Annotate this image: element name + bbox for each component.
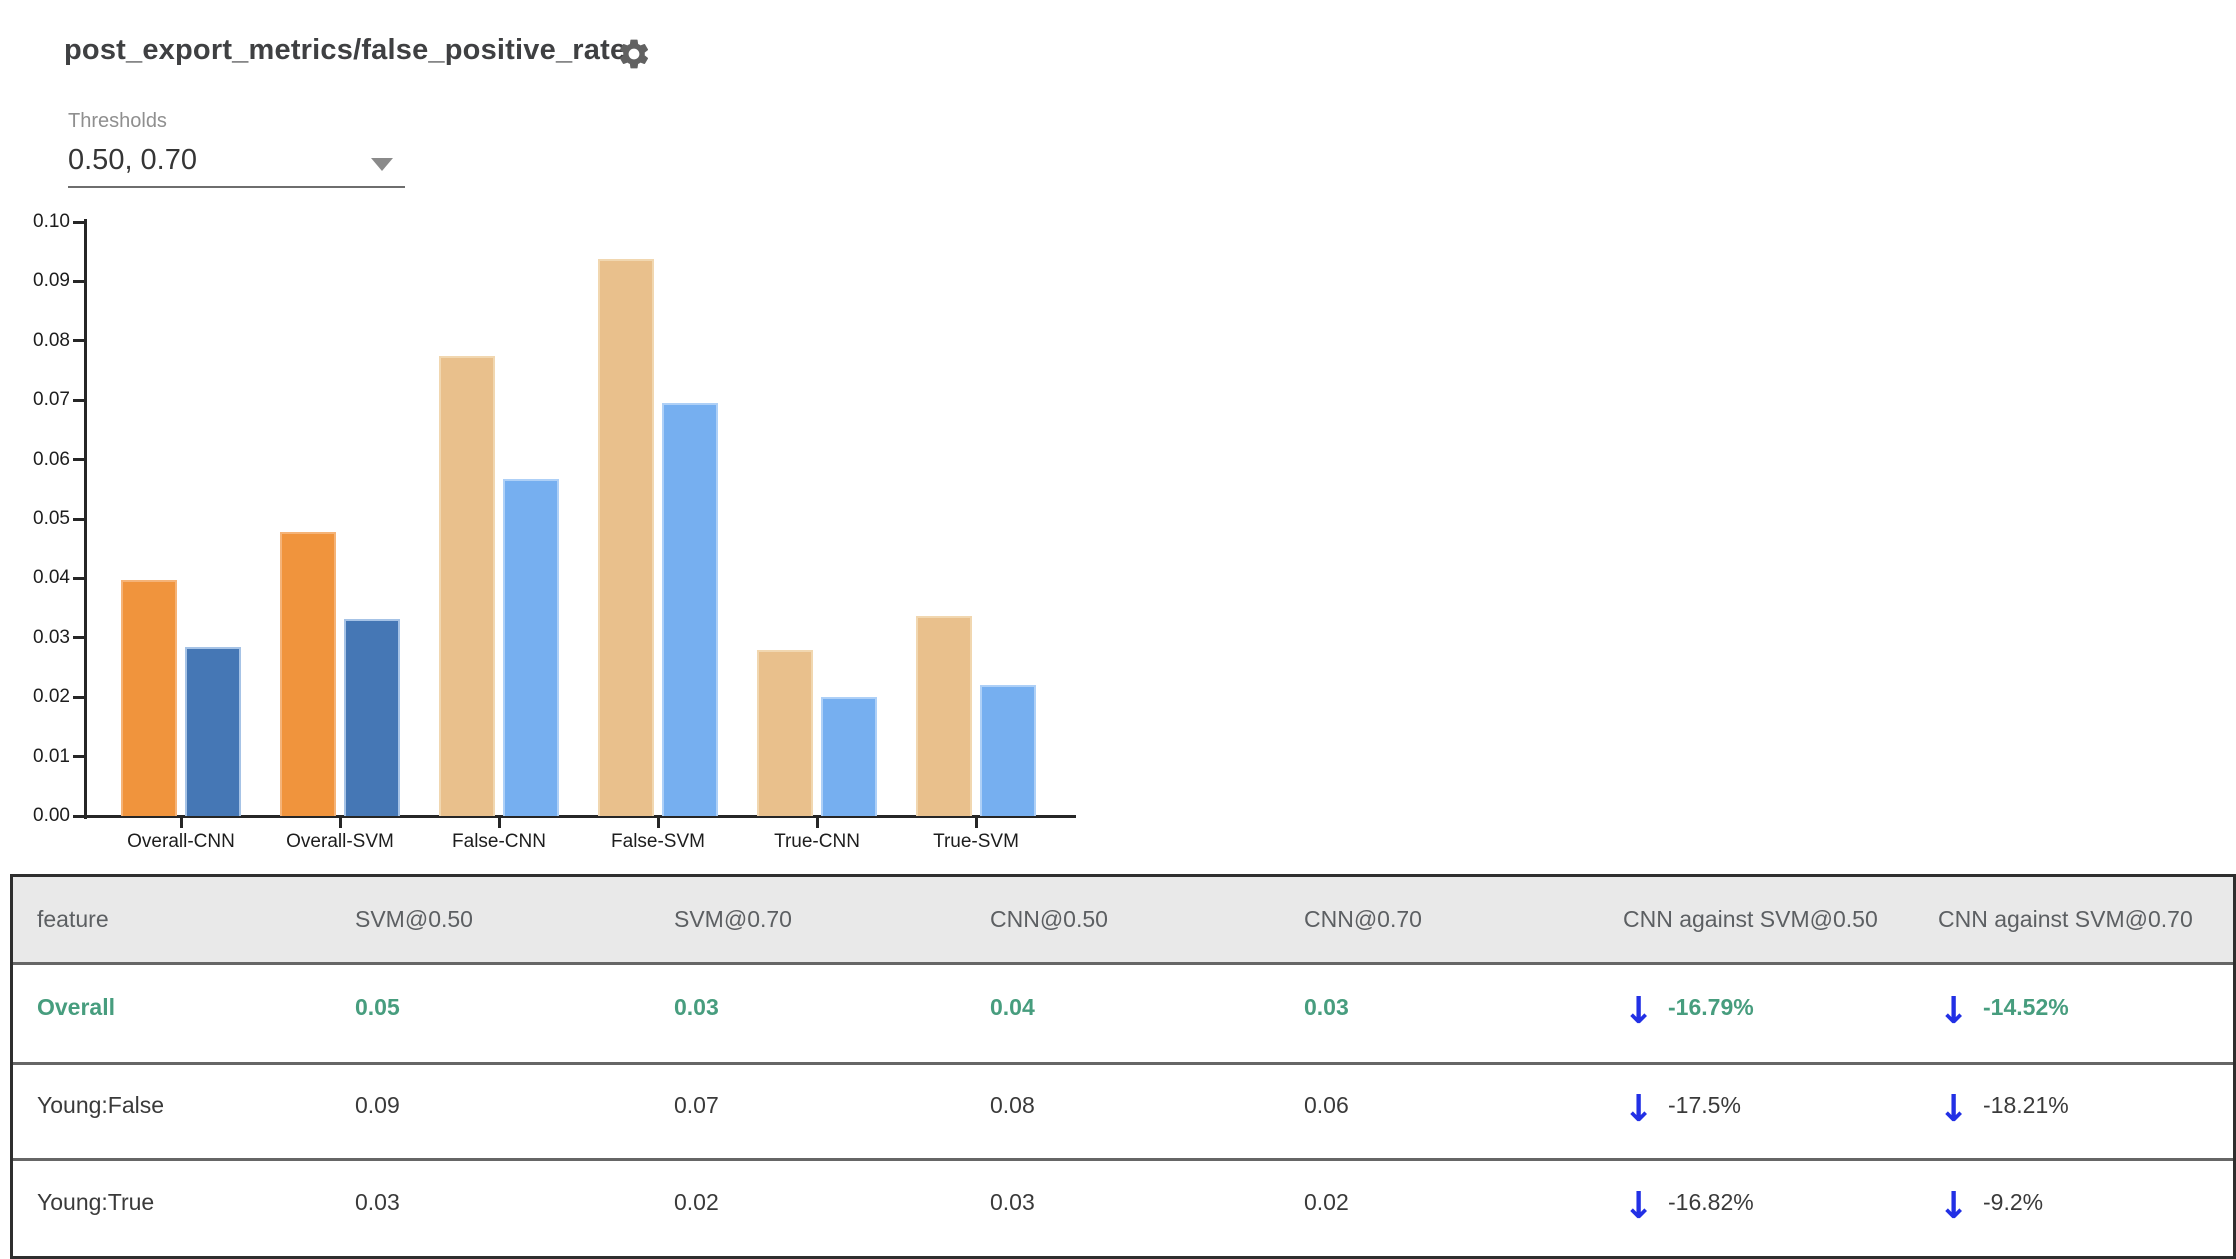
- y-tick-label: 0.03: [33, 626, 70, 648]
- bar-Overall-CNN-threshold@0.50: [121, 579, 177, 816]
- y-tick: [73, 458, 86, 462]
- y-tick: [73, 814, 86, 818]
- delta-value: -18.21%: [1983, 1092, 2069, 1118]
- metrics-table: feature SVM@0.50 SVM@0.70 CNN@0.50 CNN@0…: [10, 874, 2236, 1259]
- dropdown-caret-icon[interactable]: [371, 158, 393, 171]
- y-tick-label: 0.04: [33, 567, 70, 589]
- y-tick-label: 0.07: [33, 389, 70, 411]
- y-tick: [73, 279, 86, 283]
- x-tick-label: Overall-CNN: [127, 831, 235, 852]
- value-cell: 0.07: [674, 1092, 719, 1118]
- y-tick-label: 0.05: [33, 508, 70, 529]
- y-tick: [73, 636, 86, 640]
- page-title: post_export_metrics/false_positive_rate: [64, 34, 627, 66]
- delta-value: -16.82%: [1668, 1189, 1754, 1215]
- delta-cell: ↓ -17.5%: [1611, 1087, 1926, 1136]
- y-tick-label: 0.02: [33, 686, 70, 708]
- value-cell: 0.03: [990, 1189, 1035, 1215]
- column-header-svm-070: SVM@0.70: [674, 906, 792, 932]
- delta-value: -9.2%: [1983, 1189, 2044, 1215]
- trend-down-icon: ↓: [1623, 989, 1655, 1032]
- y-tick: [73, 517, 86, 521]
- x-tick: [656, 816, 660, 828]
- value-cell: 0.08: [990, 1092, 1035, 1118]
- value-cell: 0.02: [1304, 1189, 1349, 1215]
- column-header-cnn-vs-svm-050: CNN against SVM@0.50: [1623, 906, 1878, 932]
- bar-True-SVM-threshold@0.50: [916, 615, 972, 816]
- dropdown-underline: [68, 186, 405, 188]
- x-tick-label: True-CNN: [774, 831, 860, 852]
- trend-down-icon: ↓: [1623, 1087, 1655, 1130]
- y-tick: [73, 576, 86, 580]
- value-cell: 0.04: [990, 994, 1035, 1020]
- thresholds-select[interactable]: 0.50, 0.70: [68, 144, 197, 176]
- y-tick: [73, 398, 86, 402]
- bar-Overall-CNN-threshold@0.70: [185, 647, 241, 816]
- column-header-feature: feature: [37, 906, 109, 932]
- y-tick-label: 0.08: [33, 329, 70, 351]
- value-cell: 0.03: [674, 994, 719, 1020]
- table-row: Young:False 0.09 0.07 0.08 0.06 ↓ -17.5%…: [13, 1065, 2233, 1161]
- delta-cell: ↓ -16.82%: [1611, 1184, 1926, 1233]
- x-tick: [179, 816, 183, 828]
- delta-value: -14.52%: [1983, 994, 2069, 1020]
- value-cell: 0.03: [355, 1189, 400, 1215]
- delta-cell: ↓ -14.52%: [1926, 989, 2233, 1038]
- table-header-row: feature SVM@0.50 SVM@0.70 CNN@0.50 CNN@0…: [13, 877, 2233, 965]
- table-row: Overall 0.05 0.03 0.04 0.03 ↓ -16.79% ↓ …: [13, 965, 2233, 1065]
- x-tick-label: False-SVM: [611, 831, 705, 852]
- x-tick: [338, 816, 342, 828]
- trend-down-icon: ↓: [1938, 989, 1970, 1032]
- y-tick-label: 0.01: [33, 745, 70, 767]
- value-cell: 0.03: [1304, 994, 1349, 1020]
- bar-False-CNN-threshold@0.70: [503, 478, 559, 816]
- bar-Overall-SVM-threshold@0.70: [344, 618, 400, 816]
- delta-value: -17.5%: [1668, 1092, 1741, 1118]
- bar-True-CNN-threshold@0.70: [821, 697, 877, 816]
- trend-down-icon: ↓: [1938, 1087, 1970, 1130]
- gear-icon[interactable]: [616, 36, 652, 72]
- value-cell: 0.09: [355, 1092, 400, 1118]
- value-cell: 0.06: [1304, 1092, 1349, 1118]
- y-tick-label: 0.10: [33, 211, 70, 232]
- column-header-svm-050: SVM@0.50: [355, 906, 473, 932]
- x-tick-label: Overall-SVM: [286, 831, 394, 852]
- column-header-cnn-070: CNN@0.70: [1304, 906, 1422, 932]
- x-tick-label: False-CNN: [452, 831, 546, 852]
- delta-cell: ↓ -16.79%: [1611, 989, 1926, 1038]
- bar-False-SVM-threshold@0.70: [662, 403, 718, 816]
- bar-Overall-SVM-threshold@0.50: [280, 532, 336, 816]
- delta-cell: ↓ -18.21%: [1926, 1087, 2233, 1136]
- x-tick: [974, 816, 978, 828]
- y-tick: [73, 339, 86, 343]
- feature-cell: Young:False: [37, 1092, 165, 1118]
- value-cell: 0.02: [674, 1189, 719, 1215]
- feature-cell: Young:True: [37, 1189, 155, 1215]
- y-tick: [73, 755, 86, 759]
- y-tick: [73, 220, 86, 224]
- delta-value: -16.79%: [1668, 994, 1754, 1020]
- table-row: Young:True 0.03 0.02 0.03 0.02 ↓ -16.82%…: [13, 1161, 2233, 1256]
- column-header-cnn-vs-svm-070: CNN against SVM@0.70: [1938, 906, 2193, 932]
- bar-False-SVM-threshold@0.50: [598, 258, 654, 816]
- trend-down-icon: ↓: [1938, 1184, 1970, 1227]
- y-tick-label: 0.09: [33, 270, 70, 292]
- x-tick: [815, 816, 819, 828]
- x-tick: [497, 816, 501, 828]
- y-tick: [73, 695, 86, 699]
- x-tick-label: True-SVM: [933, 831, 1019, 852]
- column-header-cnn-050: CNN@0.50: [990, 906, 1108, 932]
- thresholds-label: Thresholds: [68, 110, 167, 132]
- trend-down-icon: ↓: [1623, 1184, 1655, 1227]
- y-tick-label: 0.00: [33, 805, 70, 826]
- x-axis-line: [82, 815, 1076, 818]
- delta-cell: ↓ -9.2%: [1926, 1184, 2233, 1233]
- bar-True-CNN-threshold@0.50: [757, 649, 813, 816]
- false-positive-rate-bar-chart: 0.00 0.01 0.02 0.03 0.04 0.05 0.06 0.07 0.08 0.09…: [0, 0, 1100, 880]
- y-tick-label: 0.06: [33, 448, 70, 470]
- bar-False-CNN-threshold@0.50: [439, 356, 495, 816]
- feature-cell: Overall: [37, 994, 115, 1020]
- bar-True-SVM-threshold@0.70: [980, 685, 1036, 816]
- value-cell: 0.05: [355, 994, 400, 1020]
